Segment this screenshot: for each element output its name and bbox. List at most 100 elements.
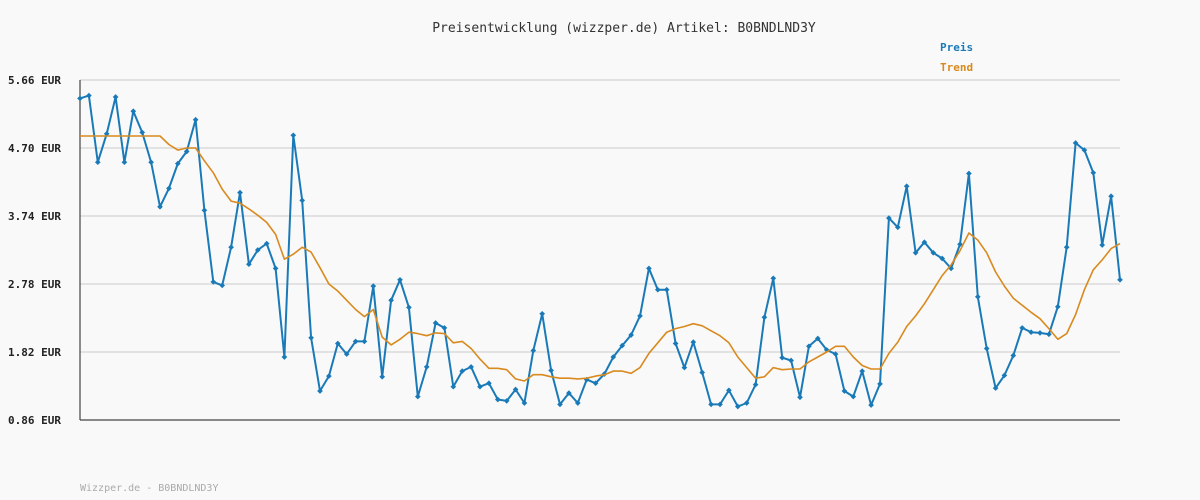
data-point <box>210 279 217 285</box>
data-point <box>1081 147 1088 153</box>
data-point <box>1037 330 1043 336</box>
data-point <box>539 310 546 317</box>
data-point <box>921 239 928 246</box>
data-point <box>148 159 154 166</box>
y-tick-label: 0.86 EUR <box>8 414 61 427</box>
data-point <box>397 276 403 283</box>
data-point <box>486 380 492 387</box>
data-point <box>361 338 368 345</box>
data-point <box>654 286 661 293</box>
series-line-preis <box>79 94 1121 408</box>
data-point <box>201 207 208 214</box>
data-point <box>743 400 750 406</box>
data-point <box>610 354 617 360</box>
data-point <box>841 388 848 394</box>
data-point <box>992 385 999 391</box>
data-point <box>1108 193 1114 200</box>
chart-footer: Wizzper.de - B0BNDLND3Y <box>80 483 218 494</box>
data-point <box>334 340 341 347</box>
data-point <box>157 203 163 210</box>
data-point <box>566 390 572 396</box>
data-point <box>877 381 883 387</box>
data-point <box>832 351 839 357</box>
data-point <box>1054 303 1061 310</box>
data-point <box>86 92 92 99</box>
data-point <box>219 282 226 289</box>
data-point <box>299 197 306 204</box>
data-point <box>557 401 563 408</box>
y-tick-label: 2.78 EUR <box>8 278 61 291</box>
data-point <box>690 339 697 345</box>
data-point <box>734 403 741 410</box>
y-tick-label: 5.66 EUR <box>8 74 61 87</box>
data-point <box>957 241 963 248</box>
data-point <box>139 129 146 136</box>
data-point <box>761 314 768 321</box>
legend-trend: Trend <box>940 61 973 74</box>
data-point <box>388 297 394 304</box>
data-point <box>370 283 377 289</box>
data-point <box>432 320 439 326</box>
data-point <box>983 345 990 352</box>
data-point <box>637 313 643 319</box>
series-line-trend <box>80 135 1121 382</box>
data-point <box>628 332 634 338</box>
data-point <box>130 108 137 115</box>
data-point <box>903 183 910 190</box>
data-point <box>521 400 528 406</box>
data-point <box>192 116 199 123</box>
data-point <box>1072 140 1079 146</box>
data-point <box>281 354 288 360</box>
data-point <box>441 325 448 331</box>
data-point <box>1099 242 1106 248</box>
data-point <box>246 261 252 268</box>
data-point <box>228 244 234 251</box>
data-point <box>592 380 599 387</box>
data-point <box>797 394 803 401</box>
data-point <box>681 364 688 371</box>
data-point <box>121 159 128 166</box>
data-point <box>352 338 359 345</box>
data-point <box>930 249 937 256</box>
data-point <box>548 367 554 374</box>
data-point <box>894 224 901 231</box>
chart-title: Preisentwicklung (wizzper.de) Artikel: B… <box>432 21 816 36</box>
data-point <box>450 383 457 390</box>
data-point <box>530 347 537 354</box>
data-point <box>726 387 732 394</box>
data-point <box>868 402 874 408</box>
data-point <box>94 159 101 166</box>
data-point <box>752 381 759 388</box>
data-point <box>1090 169 1097 176</box>
data-point <box>708 401 714 408</box>
data-point <box>1028 329 1034 336</box>
data-point <box>512 386 519 393</box>
data-point <box>166 185 172 192</box>
data-point <box>308 334 314 341</box>
data-point <box>423 364 430 370</box>
data-point <box>886 215 892 221</box>
data-point <box>183 148 190 155</box>
data-point <box>343 351 350 357</box>
data-point <box>974 293 981 300</box>
data-point <box>646 265 652 272</box>
data-point <box>1019 325 1026 331</box>
data-point <box>459 368 466 374</box>
data-point <box>1001 372 1008 379</box>
data-point <box>503 398 510 404</box>
data-point <box>859 368 866 374</box>
data-point <box>717 401 723 408</box>
data-point <box>814 335 821 342</box>
grid-lines <box>80 79 1120 353</box>
data-point <box>663 286 670 293</box>
data-point <box>290 132 297 139</box>
data-point <box>237 189 243 196</box>
data-point <box>468 364 474 370</box>
y-tick-label: 1.82 EUR <box>8 346 61 359</box>
data-point <box>850 393 857 400</box>
data-point <box>672 340 679 347</box>
data-point <box>574 400 581 406</box>
data-point <box>1063 244 1070 251</box>
y-tick-label: 3.74 EUR <box>8 210 61 223</box>
